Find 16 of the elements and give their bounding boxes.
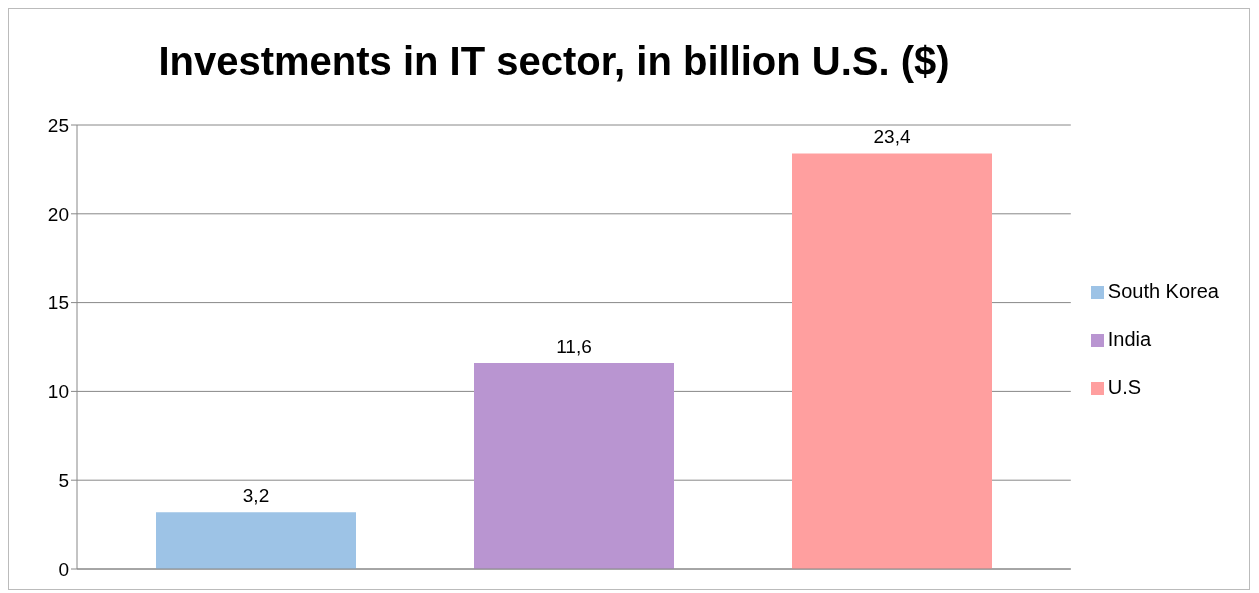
y-tick-label: 25	[47, 114, 69, 136]
y-tick-label: 0	[58, 558, 69, 580]
y-tick-label: 5	[58, 469, 69, 491]
legend-label: India	[1107, 328, 1152, 350]
data-label: 3,2	[242, 485, 270, 507]
data-label: 11,6	[556, 335, 592, 357]
bar	[792, 153, 992, 569]
legend-label: U.S	[1107, 376, 1142, 398]
y-tick-label: 20	[47, 203, 69, 225]
y-tick-label: 15	[47, 292, 69, 314]
bar	[156, 512, 356, 569]
bar	[474, 362, 674, 569]
legend-label: South Korea	[1107, 280, 1219, 302]
chart-title: Investments in IT sector, in billion U.S. ($)	[157, 38, 951, 85]
y-tick-label: 10	[47, 381, 69, 403]
data-label: 23,4	[873, 126, 911, 148]
